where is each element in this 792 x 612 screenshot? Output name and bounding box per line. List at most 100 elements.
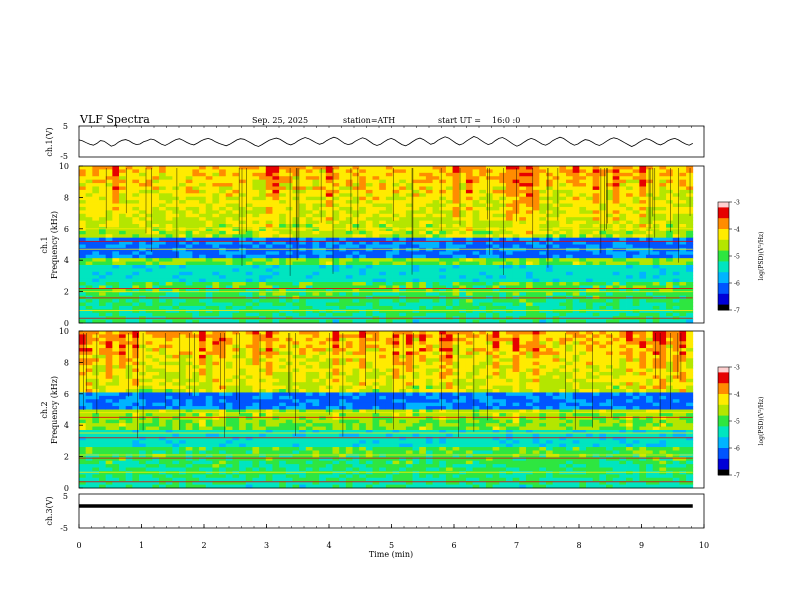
spec1-cell [212, 186, 220, 191]
spec1-cell [512, 217, 520, 222]
spec1-cell [566, 309, 574, 314]
spec1-cell [339, 292, 347, 297]
spec2-cell [125, 361, 133, 366]
spec1-cell [405, 217, 413, 222]
spec1-cell [412, 206, 420, 211]
spec1-cell [592, 251, 600, 256]
spec2-cell [165, 358, 173, 363]
spec1-cell [85, 319, 93, 324]
spec1-cell [192, 264, 200, 269]
spec1-cell [145, 203, 153, 208]
spec2-cell [79, 440, 87, 445]
spec1-cell [265, 282, 273, 286]
spec1-cell [112, 288, 120, 293]
spec1-cell [312, 319, 320, 324]
spec1-cell [626, 309, 634, 314]
spec2-cell [79, 334, 87, 339]
spec2-cell [172, 395, 180, 400]
spec1-cell [199, 261, 207, 266]
spec1-cell [539, 200, 547, 204]
spec1-cell [232, 299, 240, 303]
spec1-cell [572, 193, 580, 198]
spec1-cell [599, 210, 607, 215]
spec1-cell [512, 258, 520, 262]
spec1-cell [619, 203, 627, 208]
spec2-cell [85, 361, 93, 366]
spec1-cell [419, 292, 427, 297]
spec1-cell [139, 305, 147, 310]
spec1-cell [299, 206, 307, 211]
spec1-cell [99, 186, 107, 191]
spec1-cell [212, 234, 220, 239]
spec1-cell [505, 278, 514, 283]
spec1-cell [245, 193, 253, 198]
spec2-cell [125, 385, 133, 390]
spec1-cell [646, 244, 654, 249]
spec1-cell [139, 319, 147, 324]
spec2-cell [79, 341, 87, 346]
spec1-cell [285, 172, 293, 177]
spec1-cell [259, 292, 267, 297]
spec2-cell [125, 378, 133, 383]
spec1-cell [465, 271, 473, 276]
spec1-cell [505, 309, 514, 314]
spec2-cell [99, 341, 107, 346]
spec1-cell [479, 203, 487, 208]
spec1-cell [139, 169, 147, 174]
spec1-cell [566, 166, 574, 170]
spec1-cell [626, 264, 634, 269]
spec1-cell [412, 278, 420, 283]
spec1-cell [612, 271, 620, 276]
spec1-cell [432, 268, 440, 273]
spec1-cell [572, 264, 580, 269]
spec2-cell [172, 354, 180, 359]
spec1-cell [325, 210, 333, 215]
spec1-cell [125, 254, 133, 259]
spec1-cell [586, 292, 594, 297]
spec1-cell [365, 237, 373, 242]
spec1-cell [85, 261, 93, 266]
spec1-cell [606, 305, 614, 310]
spec1-cell [159, 241, 167, 245]
spec1-cell [319, 183, 327, 187]
spec1-cell [245, 203, 253, 208]
spec1-cell [525, 183, 534, 187]
spec1-cell [392, 179, 400, 184]
spec1-cell [505, 312, 514, 317]
spec1-cell [632, 213, 640, 218]
spec1-cell [672, 224, 680, 228]
spec2-cell [159, 344, 167, 349]
spec1-cell [352, 224, 360, 228]
spec1-cell [392, 227, 400, 232]
spec1-cell [392, 299, 400, 303]
spec2-cell [132, 453, 140, 458]
spec2-cell [159, 331, 167, 335]
spec2-cell [112, 484, 120, 489]
spec1-cell [485, 285, 494, 290]
spec2-cell [85, 440, 93, 445]
spec1-cell [172, 288, 180, 293]
spec1-cell [305, 217, 313, 222]
spec1-cell [112, 227, 120, 232]
spec1-cell [572, 186, 580, 191]
spec1-cell [145, 210, 153, 215]
spec1-cell [579, 312, 587, 317]
spec1-cell [525, 196, 534, 201]
spec2-cell [99, 385, 107, 390]
spec1-cell [686, 261, 694, 266]
spec1-cell [232, 268, 240, 273]
spec1-cell [552, 196, 560, 201]
spec1-cell [385, 166, 393, 170]
spec1-cell [505, 227, 514, 232]
spec2-cell [112, 409, 120, 414]
spec1-cell [519, 251, 527, 256]
spec1-cell [539, 268, 547, 273]
spec1-cell [399, 166, 407, 170]
spec1-cell [139, 241, 147, 245]
spec1-cell [332, 309, 340, 314]
spec1-cell [545, 305, 554, 310]
spec2-cell [99, 389, 107, 393]
spec1-cell [259, 176, 267, 181]
spec1-cell [686, 230, 694, 235]
spec1-cell [205, 302, 213, 307]
